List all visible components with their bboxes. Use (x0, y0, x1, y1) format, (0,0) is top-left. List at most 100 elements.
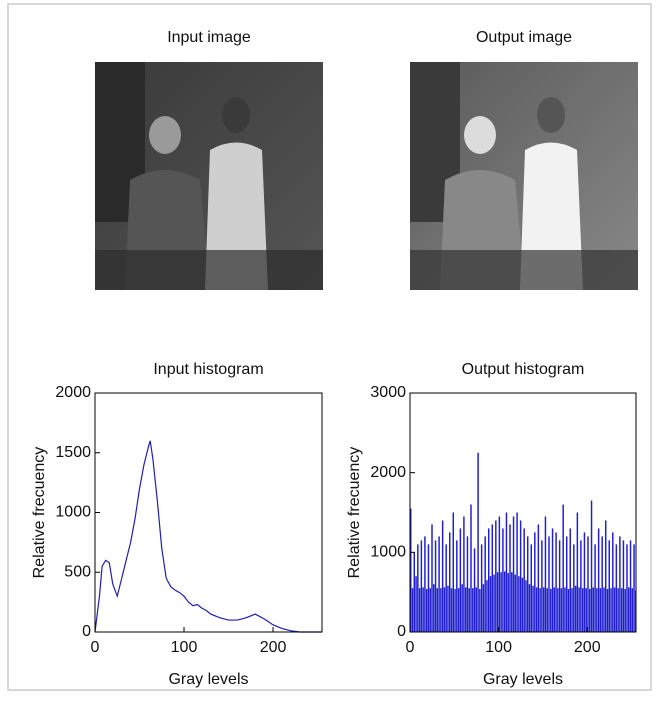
bar (555, 532, 557, 632)
bar (519, 520, 522, 632)
bar (424, 536, 426, 632)
bar (413, 552, 416, 632)
bar (429, 588, 431, 632)
bar (514, 574, 517, 632)
bar (589, 588, 591, 632)
bar (604, 520, 607, 632)
bar (565, 536, 568, 632)
bar (558, 540, 561, 632)
bar (491, 524, 494, 632)
bar (551, 528, 554, 632)
bar (468, 588, 470, 632)
bar (425, 588, 428, 632)
bar (567, 588, 570, 632)
y-tick-label: 1000 (55, 504, 91, 521)
x-tick-label: 0 (91, 639, 100, 656)
image-title: Input image (167, 29, 251, 46)
x-tick-label: 100 (485, 639, 512, 656)
bar (553, 587, 556, 632)
bar (464, 587, 467, 632)
bar (546, 588, 548, 632)
bar (557, 588, 559, 632)
chart-title: Input histogram (153, 361, 263, 378)
x-tick-label: 100 (171, 639, 198, 656)
bar (578, 587, 580, 632)
output-image (410, 62, 638, 290)
bar (562, 504, 564, 632)
bar (601, 536, 603, 632)
bar (470, 504, 472, 632)
bar (564, 587, 566, 632)
bar (573, 544, 575, 632)
bar (620, 588, 623, 632)
bar (509, 524, 511, 632)
image-title: Output image (476, 29, 572, 46)
bar (516, 512, 518, 632)
x-tick-label: 200 (260, 639, 287, 656)
y-tick-label: 1500 (55, 444, 91, 461)
bar (475, 587, 478, 632)
bar (459, 528, 462, 632)
bar (486, 580, 488, 632)
line (94, 440, 322, 633)
bar (498, 516, 501, 632)
bar (411, 588, 414, 632)
bar (456, 540, 458, 632)
bar (433, 584, 435, 632)
y-tick-label: 0 (397, 623, 406, 640)
bar (473, 548, 476, 632)
bar (495, 520, 497, 632)
bar (422, 587, 424, 632)
bar (452, 512, 455, 632)
bar (535, 587, 538, 632)
bar (612, 532, 614, 632)
bar (550, 588, 552, 632)
bars (410, 452, 636, 632)
bar (596, 588, 598, 632)
bar (597, 528, 600, 632)
bar (518, 576, 520, 632)
bar (427, 544, 430, 632)
bar (447, 585, 449, 632)
bar (599, 588, 602, 632)
bar (431, 524, 433, 632)
bar (539, 588, 541, 632)
bar (457, 588, 460, 632)
bar (502, 528, 504, 632)
bar (484, 536, 486, 632)
bar (548, 536, 550, 632)
x-tick-label: 200 (574, 639, 601, 656)
bar (461, 584, 463, 632)
input-image (95, 62, 323, 290)
bar (581, 588, 584, 632)
bar (526, 536, 529, 632)
bar (542, 587, 545, 632)
bar (583, 532, 586, 632)
bar (505, 512, 508, 632)
bar (420, 540, 423, 632)
bar (576, 512, 579, 632)
bar (629, 540, 632, 632)
bar (624, 588, 626, 632)
bar (479, 588, 481, 632)
bar (525, 580, 527, 632)
bar (615, 544, 618, 632)
bar (631, 588, 634, 632)
bar (590, 500, 593, 632)
bar (489, 576, 492, 632)
bar (441, 520, 444, 632)
bar (532, 585, 534, 632)
bar (434, 540, 437, 632)
bar (472, 588, 474, 632)
bar (480, 544, 483, 632)
x-axis-label: Gray levels (483, 671, 563, 688)
bar (477, 452, 479, 632)
bar (571, 588, 573, 632)
bar (496, 572, 499, 632)
bar (415, 576, 417, 632)
bar (574, 585, 577, 632)
bar (445, 544, 447, 632)
bar (560, 588, 563, 632)
bar (530, 544, 533, 632)
